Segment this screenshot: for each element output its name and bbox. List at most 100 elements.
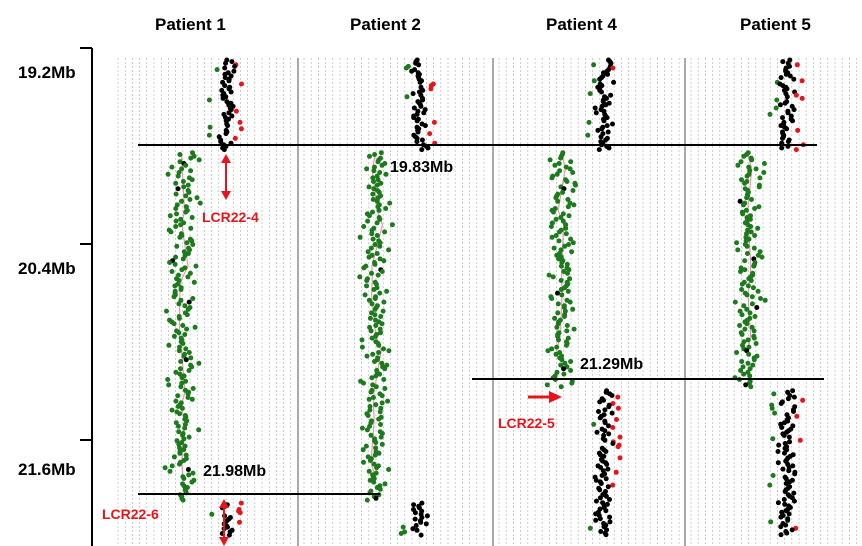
probe-point-deleted (369, 301, 375, 307)
probe-point-deleted (372, 296, 378, 301)
probe-point-normal (782, 501, 788, 507)
probe-point-deleted (367, 315, 373, 321)
probe-point-normal (221, 147, 227, 153)
probe-point-deleted (175, 423, 181, 429)
probe-point-deleted (359, 337, 365, 343)
probe-point-deleted (378, 314, 384, 319)
probe-point-deleted (364, 166, 370, 172)
probe-point-normal (767, 111, 773, 117)
probe-point-normal (587, 91, 593, 97)
probe-point-normal (606, 431, 612, 437)
probe-point-deleted (379, 400, 385, 406)
probe-point-deleted (189, 215, 195, 220)
probe-point-deleted (188, 225, 194, 231)
probe-point-deleted (551, 209, 556, 215)
probe-point-normal (410, 526, 416, 532)
probe-point-deleted (747, 373, 753, 379)
probe-point-deleted (375, 272, 381, 278)
probe-point-deleted (553, 233, 559, 238)
probe-point-normal (603, 493, 609, 499)
probe-point-deleted (748, 229, 754, 235)
probe-point-deleted (374, 233, 380, 238)
probe-point-deleted (752, 206, 758, 211)
probe-point-deleted (167, 260, 173, 265)
probe-point-deleted (742, 180, 748, 186)
probe-point-deleted (188, 355, 194, 361)
probe-point-normal (223, 131, 229, 137)
probe-point-deleted (184, 326, 190, 332)
probe-point-normal (615, 394, 621, 400)
probe-point-deleted (376, 450, 382, 456)
probe-point-deleted (738, 269, 743, 274)
probe-point-normal (786, 434, 792, 440)
probe-point-deleted (378, 150, 384, 156)
probe-point-deleted (185, 395, 191, 400)
probe-point-normal (771, 391, 777, 397)
probe-point-deleted (171, 333, 177, 339)
probe-point-deleted (190, 242, 196, 247)
probe-point-deleted (173, 254, 179, 260)
probe-point-deleted (357, 274, 363, 280)
probe-point-normal (411, 115, 417, 121)
probe-point-normal (417, 79, 423, 85)
probe-point-deleted (734, 240, 740, 246)
probe-point-deleted (188, 155, 194, 161)
probe-point-deleted (370, 191, 376, 197)
probe-point-deleted (182, 332, 188, 337)
probe-point-deleted (194, 195, 200, 201)
probe-point-normal (781, 433, 787, 438)
probe-point-deleted (744, 173, 750, 179)
probe-point-deleted (555, 290, 560, 296)
probe-point-deleted (175, 404, 181, 409)
probe-point-deleted (379, 441, 385, 447)
probe-point-normal (782, 489, 788, 494)
probe-point-deleted (557, 229, 562, 235)
probe-point-normal (779, 425, 785, 430)
lcr22-5-label: LCR22-5 (498, 415, 555, 431)
probe-point-normal (787, 439, 792, 445)
probe-point-deleted (367, 153, 372, 159)
probe-point-normal (773, 105, 779, 111)
probe-point-deleted (377, 256, 383, 262)
probe-point-deleted (369, 335, 375, 341)
probe-point-deleted (377, 170, 383, 175)
y-tick-label: 19.2Mb (18, 63, 76, 82)
probe-point-deleted (166, 382, 172, 388)
probe-point-normal (412, 516, 418, 522)
probe-point-deleted (561, 269, 567, 274)
probe-point-normal (597, 76, 603, 82)
probe-point-deleted (381, 346, 386, 352)
probe-point-normal (400, 524, 406, 530)
probe-point-deleted (568, 368, 574, 373)
probe-point-deleted (552, 315, 558, 321)
probe-point-deleted (570, 306, 576, 312)
probe-point-deleted (361, 265, 367, 271)
probe-point-deleted (749, 294, 755, 300)
probe-point-deleted (357, 234, 363, 240)
probe-point-normal (594, 429, 600, 435)
probe-point-normal (414, 118, 420, 124)
lcr22-4-arrow (221, 154, 231, 200)
probe-point-deleted (573, 182, 578, 188)
probe-point-normal (599, 126, 605, 132)
probe-point-normal (597, 487, 603, 493)
probe-point-deleted (171, 321, 177, 327)
probe-point-deleted (383, 206, 389, 211)
probe-point-deleted (553, 351, 559, 357)
probe-point-deleted (196, 157, 202, 163)
probe-point-deleted (558, 215, 564, 220)
probe-point-deleted (186, 350, 192, 355)
probe-point-deleted (165, 171, 171, 177)
probe-point-normal (598, 529, 604, 534)
probe-point-deleted (742, 326, 748, 332)
probe-point-normal (597, 415, 603, 421)
probe-point-deleted (750, 285, 756, 291)
probe-point-deleted (175, 186, 181, 192)
probe-point-deleted (381, 299, 387, 305)
probe-point-deleted (549, 296, 555, 301)
probe-point-deleted (742, 267, 748, 273)
probe-point-deleted (374, 465, 380, 471)
probe-point-deleted (173, 369, 179, 375)
probe-point-normal (593, 477, 599, 483)
probe-point-deleted (180, 341, 186, 346)
